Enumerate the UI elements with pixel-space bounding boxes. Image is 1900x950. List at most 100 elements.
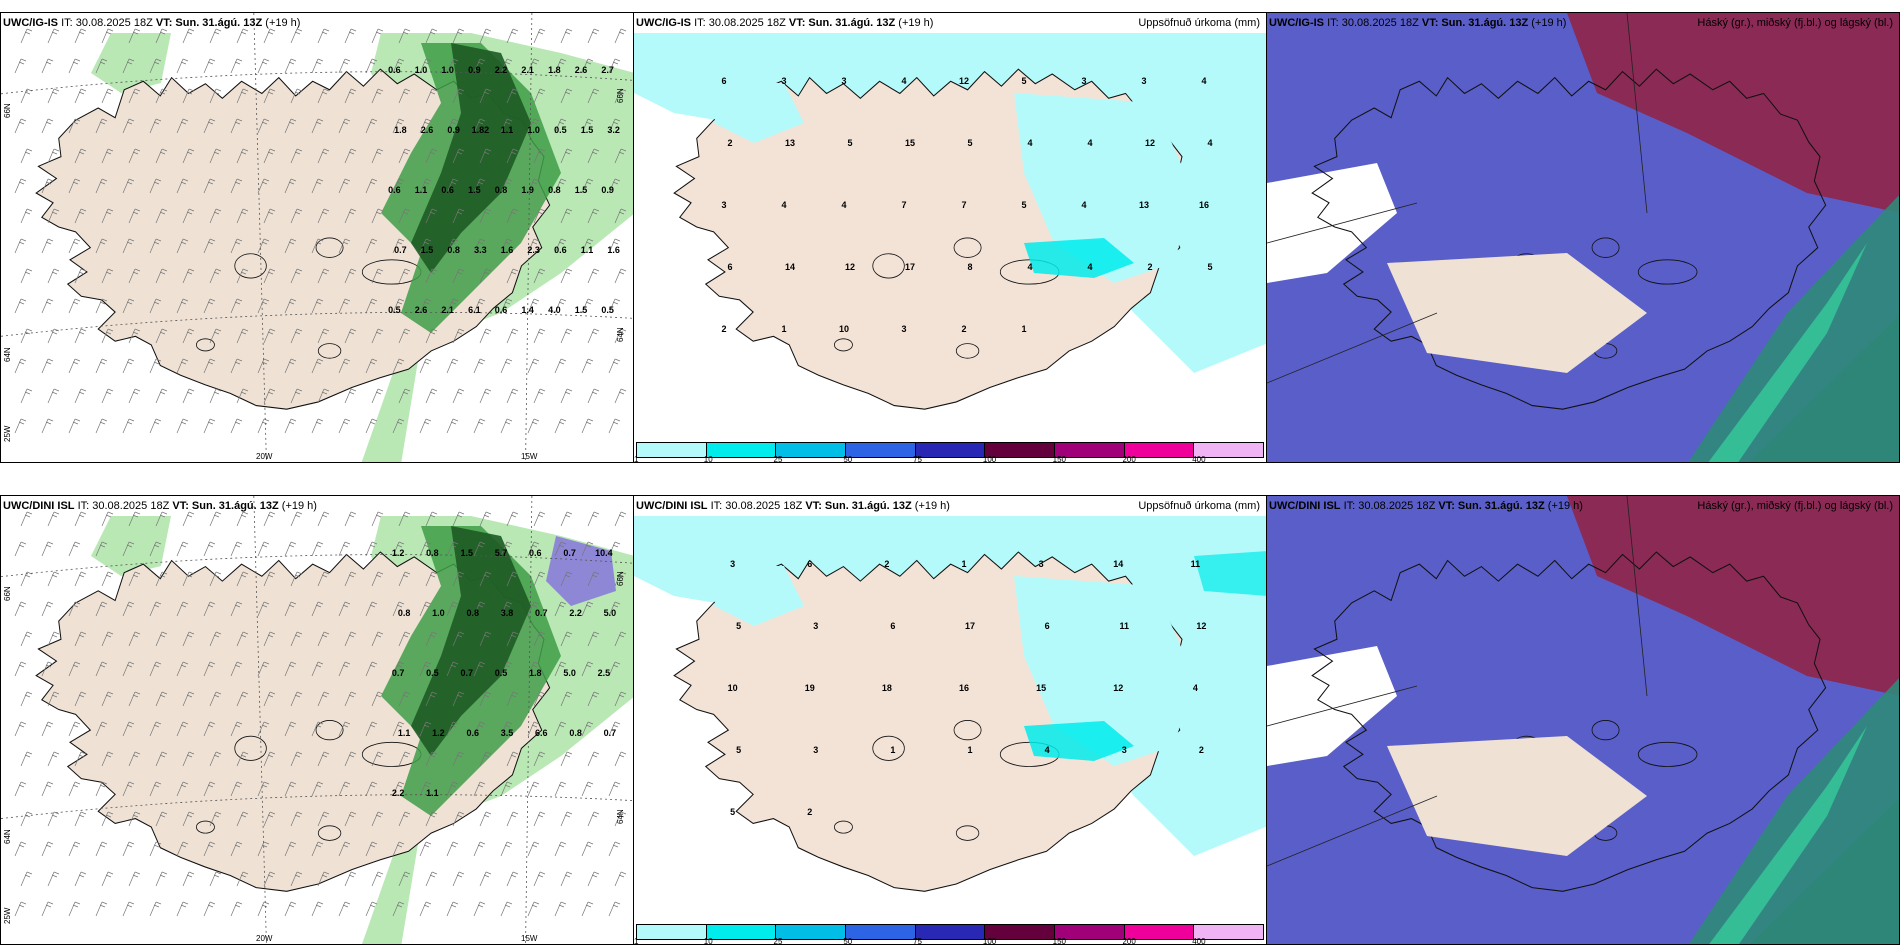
graticule	[1, 13, 633, 462]
value-label: 5	[1021, 76, 1026, 86]
wind-barb	[587, 811, 600, 827]
wind-barb	[608, 358, 621, 374]
wind-barb	[500, 418, 513, 434]
wind-barb	[344, 268, 357, 284]
wind-barb	[257, 358, 270, 374]
value-label: 6	[721, 76, 726, 86]
high-cloud	[1567, 496, 1899, 696]
value-label: 1.5	[581, 125, 594, 135]
wind-barb	[398, 88, 411, 104]
colorbar-tick: 400	[1192, 455, 1206, 463]
wind-barb	[155, 148, 168, 164]
value-label: 2.2	[569, 608, 582, 618]
wind-barb	[101, 208, 114, 224]
colorbar-swatches	[636, 442, 1264, 458]
value-label: 0.6	[495, 305, 508, 315]
wind-barb	[581, 418, 594, 434]
value-label: 1.8	[394, 125, 407, 135]
wind-barb	[398, 691, 411, 707]
wind-barb	[554, 58, 567, 74]
colorbar-tick: 25	[773, 937, 783, 945]
map-canvas: 1.2 0.8 1.5 5.7 0.6 0.7 10.4 0.8 1.0 0.8 3.8 0.7 2.2…	[1, 496, 633, 944]
value-label: 1.5	[460, 548, 473, 558]
wind-barb	[533, 28, 546, 44]
wind-barb	[614, 571, 627, 587]
value-label: 4	[841, 200, 846, 210]
wind-barb	[533, 631, 546, 647]
wind-barb	[500, 358, 513, 374]
wind-barb	[392, 298, 405, 314]
wind-barb	[419, 238, 432, 254]
wind-barb	[182, 328, 195, 344]
wind-barb	[392, 661, 405, 677]
axis-label-lat2: 64N	[3, 347, 12, 362]
wind-barb	[128, 631, 141, 647]
wind-barb	[506, 148, 519, 164]
wind-barb	[500, 661, 513, 677]
value-label: 0.9	[468, 65, 481, 75]
wind-barb	[74, 511, 87, 527]
wind-barb	[560, 751, 573, 767]
wind-barb	[182, 571, 195, 587]
wind-barb	[128, 388, 141, 404]
value-label: 3.8	[501, 608, 514, 618]
value-label: 2.5	[598, 668, 611, 678]
wind-barb	[479, 208, 492, 224]
wind-barb	[452, 148, 465, 164]
precip-acc-1	[714, 83, 804, 143]
wind-barb	[290, 571, 303, 587]
wind-barb	[155, 871, 168, 887]
wind-barb	[500, 118, 513, 134]
value-label: 0.8	[548, 185, 561, 195]
colorbar-tick: 50	[843, 937, 853, 945]
wind-barb	[176, 601, 189, 617]
value-label: 1.6	[607, 245, 620, 255]
value-label: 7	[901, 200, 906, 210]
value-label: 16	[1199, 200, 1209, 210]
wind-barb	[425, 691, 438, 707]
wind-barb	[182, 148, 195, 164]
wind-barb	[533, 511, 546, 527]
axis-label-latR1: 66N	[616, 571, 626, 586]
value-label: 3.5	[501, 728, 514, 738]
wind-barb	[284, 358, 297, 374]
wind-barb	[47, 691, 60, 707]
wind-barb	[554, 418, 567, 434]
wind-barb	[47, 751, 60, 767]
wind-barb	[47, 871, 60, 887]
value-label: 1.5	[575, 185, 588, 195]
value-label: 12	[959, 76, 969, 86]
wind-barb	[365, 418, 378, 434]
colorbar-ticks: 1 10 25 50 75 100 150 200 400	[634, 455, 1264, 463]
wind-barb	[392, 721, 405, 737]
wind-barb	[527, 358, 540, 374]
wind-barb	[20, 751, 33, 767]
wind-barb	[500, 901, 513, 917]
wind-barb	[554, 298, 567, 314]
wind-barb	[257, 298, 270, 314]
wind-barb	[419, 418, 432, 434]
lead-time: (+19 h)	[1531, 17, 1567, 29]
wind-barb	[506, 268, 519, 284]
wind-barb	[149, 118, 162, 134]
wind-barb	[155, 571, 168, 587]
wind-barb	[560, 631, 573, 647]
value-label: 11	[1120, 621, 1130, 631]
wind-barb	[101, 751, 114, 767]
wind-barb	[527, 721, 540, 737]
wind-barb	[230, 781, 243, 797]
wind-barb	[371, 88, 384, 104]
value-label: 4	[1045, 745, 1050, 755]
wind-barb	[317, 148, 330, 164]
wind-barb	[614, 811, 627, 827]
wind-barb	[122, 118, 135, 134]
model-name: UWC/DINI ISL	[3, 500, 75, 512]
value-label: 2	[1147, 262, 1152, 272]
wind-barb	[182, 511, 195, 527]
wind-barb	[479, 388, 492, 404]
wind-barb	[338, 541, 351, 557]
wind-barb	[203, 901, 216, 917]
wind-barb	[149, 661, 162, 677]
value-label: 3	[1122, 745, 1127, 755]
